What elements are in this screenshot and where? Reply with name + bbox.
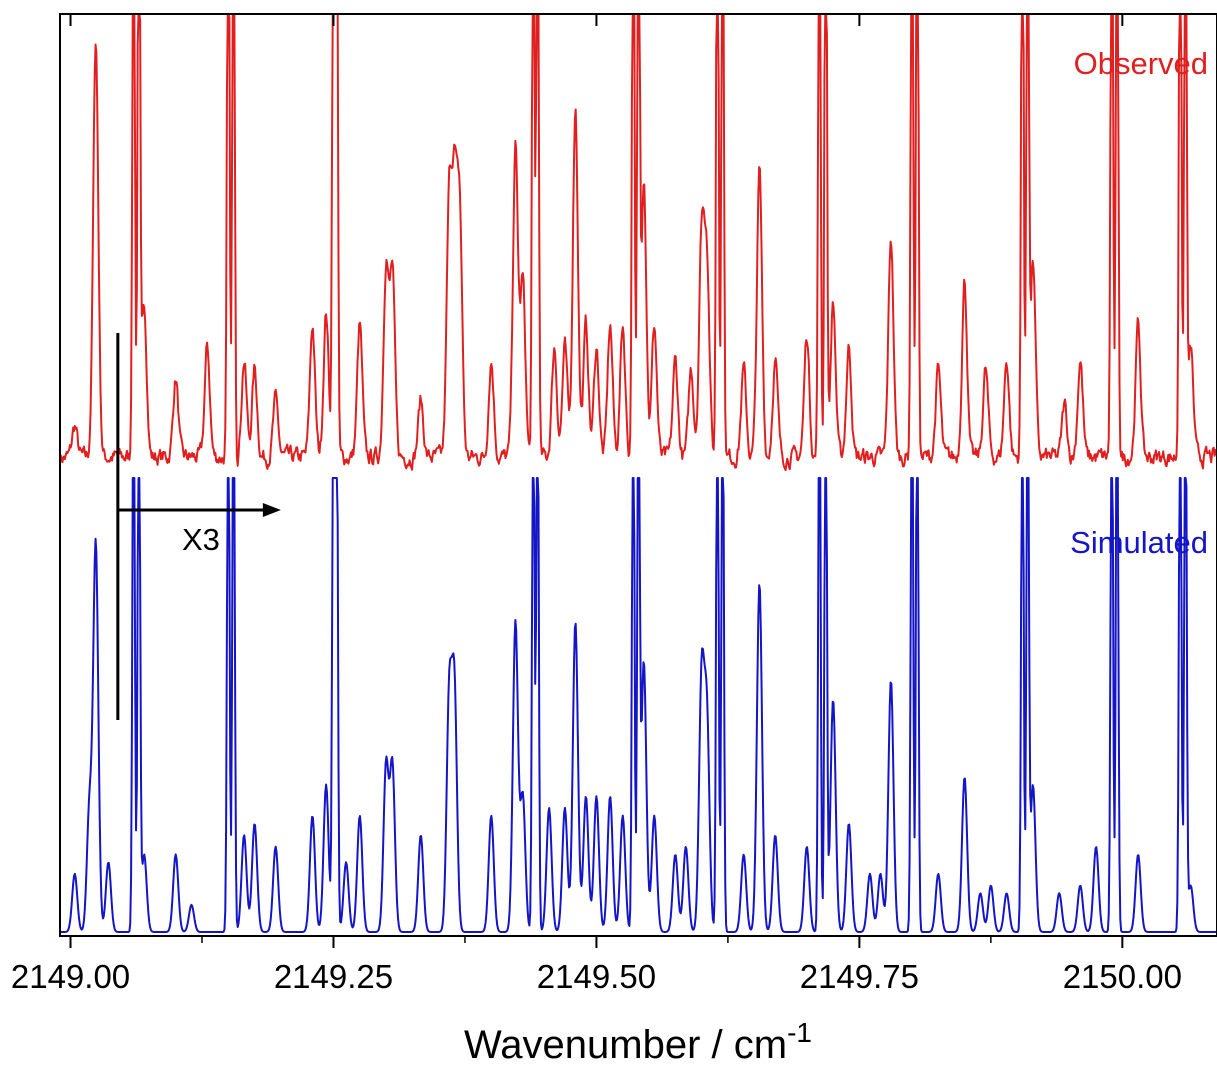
- x-tick-label: 2149.25: [274, 958, 393, 995]
- x-tick-label: 2149.75: [800, 958, 919, 995]
- x-axis-title-text: Wavenumber / cm: [464, 1023, 787, 1067]
- x-axis-title-superscript: -1: [787, 1017, 812, 1048]
- x-axis-ticks: 2149.00 2149.25 2149.50 2149.75 2150.00: [11, 14, 1182, 995]
- scale-annotation: [116, 333, 281, 720]
- simulated-series: [59, 477, 1217, 933]
- observed-series-label: Observed: [1074, 46, 1208, 81]
- scale-arrow-head: [262, 503, 281, 517]
- plot-frame: [59, 13, 1217, 937]
- x-tick-label: 2150.00: [1063, 958, 1182, 995]
- observed-series: [59, 13, 1217, 472]
- x-tick-label: 2149.00: [11, 958, 130, 995]
- x-axis-title: Wavenumber / cm-1: [464, 1017, 812, 1067]
- simulated-series-label: Simulated: [1070, 525, 1208, 560]
- observed-trace: [59, 13, 1217, 472]
- scale-factor-label: X3: [182, 522, 220, 557]
- simulated-trace: [59, 477, 1217, 933]
- x-tick-label: 2149.50: [537, 958, 656, 995]
